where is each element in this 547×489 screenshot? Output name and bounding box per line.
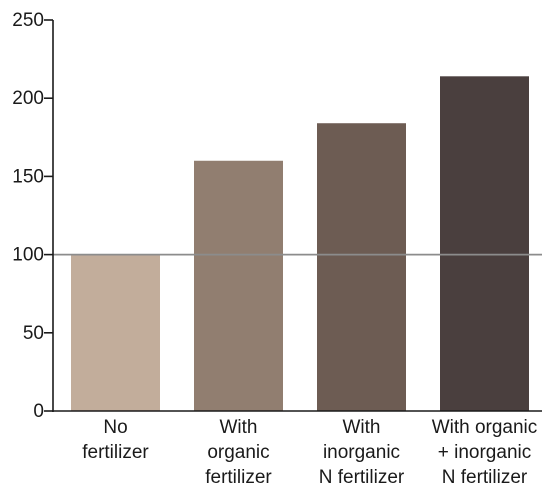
y-tick-label: 250: [12, 10, 44, 31]
category-label: organic: [207, 442, 269, 463]
y-tick-label: 50: [23, 323, 44, 344]
y-tick-label: 150: [12, 166, 44, 187]
y-tick-label: 0: [33, 401, 44, 422]
category-label: + inorganic: [438, 442, 531, 463]
category-label: With: [343, 417, 381, 438]
category-label: fertilizer: [205, 467, 272, 488]
bar-3: [317, 123, 406, 411]
category-label: N fertilizer: [442, 467, 528, 488]
bar-2: [194, 160, 283, 411]
y-tick-label: 200: [12, 88, 44, 109]
category-label: fertilizer: [82, 442, 149, 463]
bar-1: [71, 254, 160, 411]
category-label: No: [103, 417, 127, 438]
category-label: N fertilizer: [319, 467, 405, 488]
y-tick-label: 100: [12, 245, 44, 266]
category-label: With organic: [432, 417, 538, 438]
category-label: With: [220, 417, 258, 438]
bar-4: [440, 76, 529, 411]
category-label: inorganic: [323, 442, 400, 463]
